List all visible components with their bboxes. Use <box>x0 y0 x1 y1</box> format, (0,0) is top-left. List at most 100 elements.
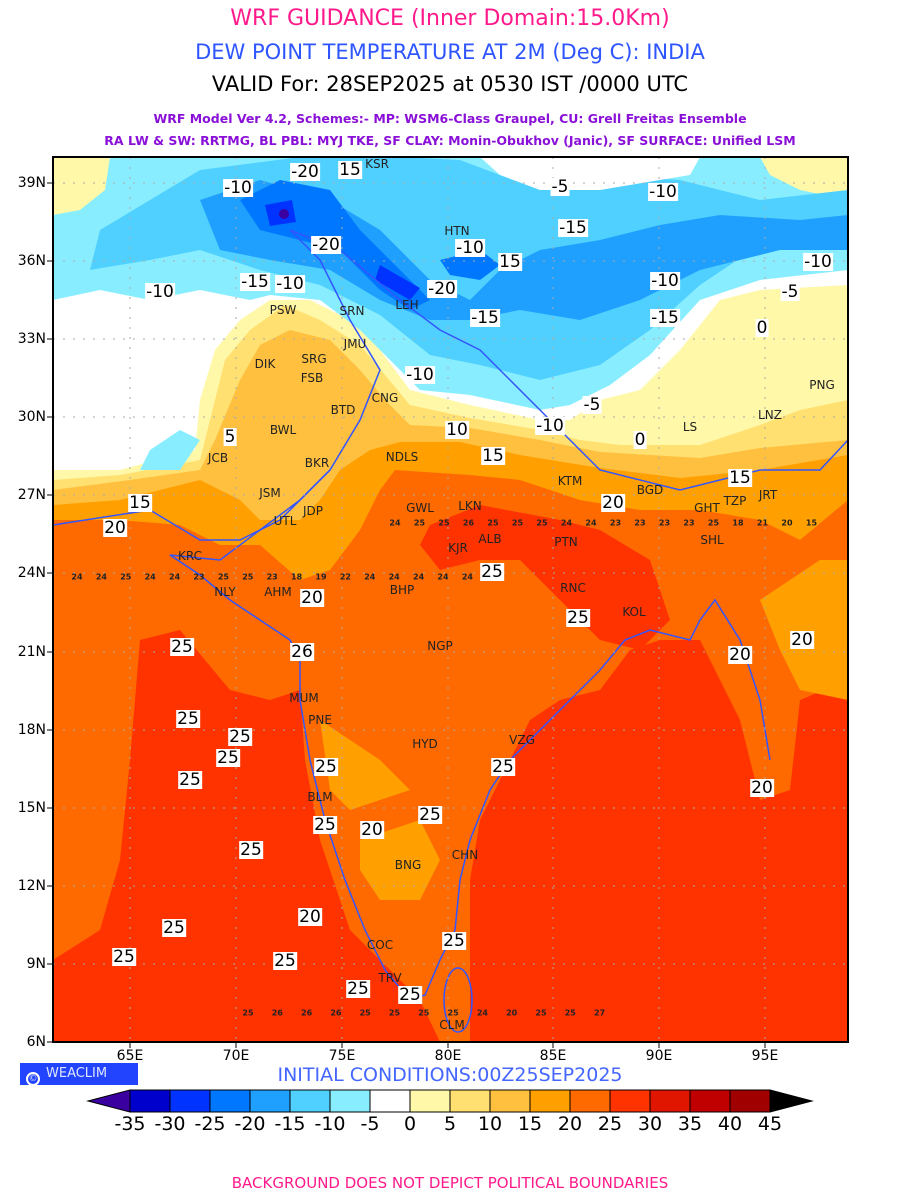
grid-value: 23 <box>266 572 278 582</box>
contour-label: -20 <box>311 235 341 255</box>
lat-label: 27N <box>17 487 46 503</box>
colorbar-tick-label: -25 <box>194 1113 226 1135</box>
grid-value: 23 <box>658 518 671 528</box>
colorbar-swatch <box>689 1089 731 1113</box>
city-label: JCB <box>207 451 229 465</box>
contour-label: 15 <box>728 468 752 488</box>
grid-value: 26 <box>330 1008 342 1018</box>
lat-label: 39N <box>17 175 46 191</box>
grid-value: 26 <box>301 1008 313 1018</box>
lat-label: 24N <box>17 565 46 581</box>
colorbar-under-arrow <box>86 1089 131 1113</box>
city-label: KRC <box>178 549 202 563</box>
colorbar-tick-label: 5 <box>443 1113 457 1135</box>
colorbar-swatch <box>369 1089 411 1113</box>
lon-label: 95E <box>751 1048 779 1064</box>
contour-label: 25 <box>112 947 136 967</box>
city-label: COC <box>366 938 394 952</box>
contour-label: 25 <box>346 979 370 999</box>
field-below-minus35 <box>279 209 289 219</box>
contour-label: 15 <box>128 493 152 513</box>
city-label: SRN <box>339 304 365 318</box>
contour-label: -10 <box>223 178 253 198</box>
lon-label: 65E <box>116 1048 144 1064</box>
city-label: AHM <box>264 585 292 599</box>
field-minus25-minus20-tibet <box>440 250 500 280</box>
contour-label: 25 <box>314 757 338 777</box>
colorbar <box>86 1089 814 1113</box>
city-label: SHL <box>700 533 724 547</box>
grid-value: 25 <box>535 1008 547 1018</box>
contour-label: 25 <box>398 985 422 1005</box>
city-label: CHN <box>451 848 479 862</box>
grid-value: 24 <box>437 572 449 582</box>
city-label: FSB <box>300 371 324 385</box>
field-25-30-gangetic <box>420 505 670 650</box>
shaded-field <box>53 157 848 1042</box>
contour-label: 15 <box>498 252 522 272</box>
city-label: CLM <box>439 1018 465 1032</box>
colorbar-swatch <box>569 1089 611 1113</box>
lon-label: 75E <box>328 1048 356 1064</box>
city-label: BHP <box>389 583 415 597</box>
variable-title: DEW POINT TEMPERATURE AT 2M (Deg C): IND… <box>195 40 705 64</box>
colorbar-tick-label: -30 <box>154 1113 186 1135</box>
lon-label: 70E <box>222 1048 250 1064</box>
grid-value: 25 <box>359 1008 371 1018</box>
colorbar-tick-label: 30 <box>637 1113 663 1135</box>
grid-value: 25 <box>413 518 426 528</box>
contour-label: 25 <box>176 709 200 729</box>
grid-value: 24 <box>461 572 473 582</box>
contour-label: 25 <box>418 805 442 825</box>
contour-label: 25 <box>442 931 466 951</box>
contour-label: -10 <box>535 416 565 436</box>
field-minus30-minus25-karakoram <box>375 265 420 300</box>
city-label: GWL <box>406 501 434 515</box>
grid-value: 24 <box>388 572 400 582</box>
colorbar-tick-label: -15 <box>274 1113 306 1135</box>
colorbar-swatch <box>609 1089 651 1113</box>
grid-value: 24 <box>95 572 107 582</box>
contour-label: -15 <box>650 308 680 328</box>
colorbar-swatch <box>489 1089 531 1113</box>
city-label: MUM <box>289 691 319 705</box>
pakistan-boundary <box>169 469 331 561</box>
colorbar-tick-label: -35 <box>114 1113 146 1135</box>
lat-label: 12N <box>17 878 46 894</box>
model-info-line-2: RA LW & SW: RRTMG, BL PBL: MYJ TKE, SF C… <box>104 133 796 148</box>
field-minus10-minus5-afghan <box>140 430 200 470</box>
colorbar-swatch <box>329 1089 371 1113</box>
grid-value: 15 <box>805 518 818 528</box>
city-label: BTD <box>330 403 356 417</box>
city-label: LEH <box>395 298 419 312</box>
contour-label: -10 <box>275 274 305 294</box>
city-label: JMU <box>343 337 367 351</box>
lat-label: 33N <box>17 331 46 347</box>
city-label: BWL <box>269 423 297 437</box>
grid-value: 23 <box>683 518 695 528</box>
contour-label: 20 <box>601 493 625 513</box>
grid-value: 25 <box>438 518 450 528</box>
grid-value: 25 <box>564 1008 576 1018</box>
colorbar-tick-label: 40 <box>717 1113 743 1135</box>
city-label: NGP <box>427 639 453 653</box>
colorbar-swatch <box>209 1089 251 1113</box>
contour-label: 20 <box>360 820 384 840</box>
contour-label: 10 <box>445 420 469 440</box>
city-label: SRG <box>301 352 327 366</box>
axis-ticks <box>47 182 766 1048</box>
map-frame <box>52 156 849 1043</box>
contour-label: -10 <box>455 238 485 258</box>
city-label: BNG <box>394 858 422 872</box>
grid-value: 25 <box>487 518 499 528</box>
lat-label: 15N <box>17 800 46 816</box>
colorbar-tick-label: 25 <box>597 1113 623 1135</box>
field-minus20-minus15 <box>200 180 848 320</box>
lon-label: 90E <box>645 1048 673 1064</box>
disclaimer: BACKGROUND DOES NOT DEPICT POLITICAL BOU… <box>231 1174 669 1192</box>
city-label: JRT <box>758 488 778 502</box>
brand-label: WEACLIM <box>46 1066 108 1081</box>
grid-value: 25 <box>418 1008 430 1018</box>
colorbar-swatch <box>729 1089 771 1113</box>
